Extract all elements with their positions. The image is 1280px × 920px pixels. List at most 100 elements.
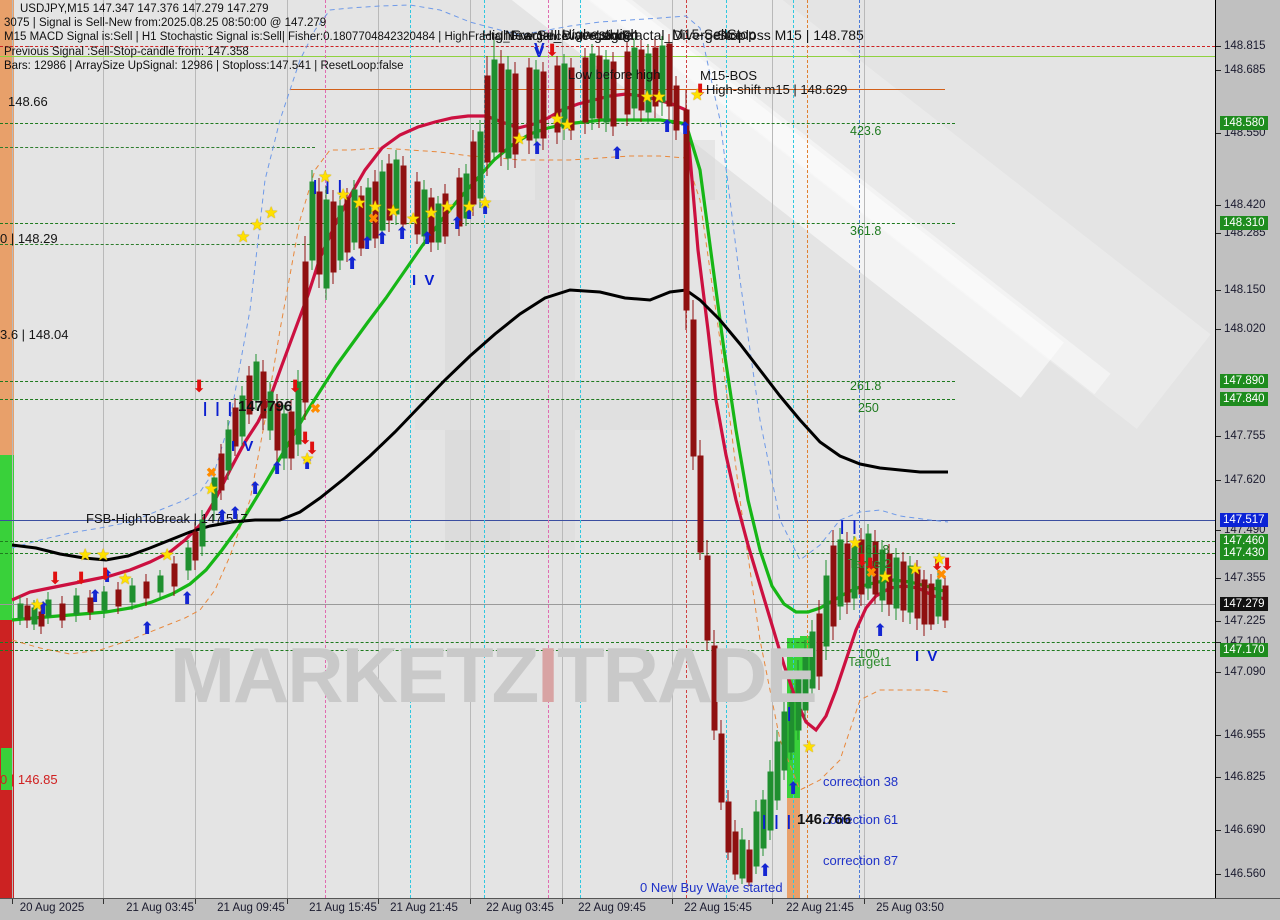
buy-arrow-24: ⬆ (873, 621, 888, 640)
buy-arrow-12: ⬆ (375, 229, 390, 248)
event-marker (548, 0, 549, 898)
session-zone (1, 748, 13, 790)
star-marker-9: ★ (300, 451, 315, 468)
star-marker-30: ★ (932, 551, 947, 568)
time-gridline (772, 0, 773, 898)
fib-423: 423.6 (850, 124, 882, 138)
fib-261: 261.8 (850, 379, 882, 393)
price-chip: 147.430 (1220, 546, 1268, 560)
price-chip: 147.460 (1220, 534, 1268, 548)
sell-arrow-5: ⬇ (298, 429, 313, 448)
fib-level-line (0, 244, 315, 245)
time-gridline (672, 0, 673, 898)
buy-arrow-14: ⬆ (420, 229, 435, 248)
time-tick (864, 899, 865, 904)
price-tick (1216, 642, 1221, 643)
star-marker-26: ★ (802, 739, 817, 756)
fib-100: 100 (858, 646, 880, 661)
price-tick (1216, 329, 1221, 330)
header-line-symbol: USDJPY,M15 147.347 147.376 147.279 147.2… (20, 3, 269, 15)
price-label: 147.225 (1224, 615, 1266, 627)
star-marker-19: ★ (478, 195, 493, 212)
rn-III-lower: | | | (762, 813, 793, 830)
time-label: 21 Aug 03:45 (126, 902, 194, 914)
header-line-prev-signal: Previous Signal :Sell-Stop-candle from: … (4, 45, 249, 58)
event-marker (580, 0, 581, 898)
star-marker-2: ★ (96, 547, 111, 564)
price-chip: 147.517 (1220, 513, 1268, 527)
star-marker-25: ★ (690, 87, 705, 104)
price-label: 148.285 (1224, 227, 1266, 239)
price-tick (1216, 735, 1221, 736)
sell-arrow-6: ⬇ (305, 439, 320, 458)
x-marker-0: ✖ (206, 465, 217, 480)
fib-level-line (0, 223, 955, 224)
fib-level-line (0, 381, 955, 382)
x-marker-3: ✖ (866, 565, 877, 580)
buy-arrow-2: ⬆ (100, 567, 115, 586)
rn-II-right: | | (840, 518, 859, 535)
price-tick (1216, 436, 1221, 437)
wave-price-146766: 146.766 (797, 811, 852, 828)
sell-arrow-10: ⬇ (863, 555, 878, 574)
time-tick (12, 899, 13, 904)
price-scale[interactable]: 148.815 148.685 148.550 148.420 148.285 148.1… (1216, 0, 1280, 898)
time-gridline (103, 0, 104, 898)
buy-arrow-13: ⬆ (395, 224, 410, 243)
time-tick (772, 899, 773, 904)
ma-signal-black (11, 288, 948, 562)
level-high-shift (290, 89, 945, 90)
rn-I-lower: | (787, 705, 794, 722)
price-tick (1216, 133, 1221, 134)
time-axis[interactable]: 20 Aug 2025 21 Aug 03:45 21 Aug 09:45 21 Au… (0, 898, 1280, 920)
x-marker-4: ✖ (936, 567, 947, 582)
x-marker-1: ✖ (310, 401, 321, 416)
event-marker (325, 0, 326, 898)
buy-arrow-0: ⬆ (36, 599, 51, 618)
fsb-hightobreak: FSB-HighToBreak | 147.517 (86, 511, 248, 526)
level-highline (0, 56, 1215, 57)
header-line-signal: 3075 | Signal is Sell-New from:2025.08.2… (4, 17, 327, 30)
time-label: 22 Aug 15:45 (684, 902, 752, 914)
sell-arrow-12: ⬇ (940, 555, 955, 574)
time-tick (672, 899, 673, 904)
time-tick (378, 899, 379, 904)
star-marker-29: ★ (908, 561, 923, 578)
star-marker-14: ★ (386, 203, 401, 220)
time-label: 20 Aug 2025 (19, 902, 85, 914)
price-label: 148.815 (1224, 40, 1266, 52)
level-bid (0, 520, 1215, 521)
sell-arrow-2: ⬇ (98, 565, 113, 584)
star-marker-13: ★ (368, 199, 383, 216)
star-marker-5: ★ (204, 481, 219, 498)
buy-arrow-18: ⬆ (530, 139, 545, 158)
fib-level-line (0, 399, 955, 400)
level-close (0, 604, 1215, 605)
price-tick (1216, 70, 1221, 71)
sell-arrow-1: ⬇ (74, 569, 89, 588)
price-tick (1216, 233, 1221, 234)
price-tick (1216, 830, 1221, 831)
star-marker-20: ★ (512, 131, 527, 148)
time-tick (562, 899, 563, 904)
target1: Target1 (848, 654, 892, 669)
correction-87: correction 87 (823, 853, 899, 868)
top-annotation-5: Stoploss M15 | 148.785 (717, 27, 864, 43)
session-zone (0, 0, 14, 455)
time-gridline (864, 0, 865, 898)
buy-arrow-1: ⬆ (88, 587, 103, 606)
time-label: 22 Aug 09:45 (578, 902, 646, 914)
price-tick (1216, 46, 1221, 47)
time-label: 21 Aug 21:45 (390, 902, 458, 914)
price-tick (1216, 578, 1221, 579)
star-marker-7: ★ (250, 217, 265, 234)
chart-plot-area[interactable]: ⬆ ⬆ ⬆ ⬆ ⬆ ⬆ ⬆ ⬆ ⬆ ⬆ ⬆ ⬆ ⬆ ⬆ ⬆ ⬆ ⬆ ⬆ ⬆ ⬆ ⬆ ⬆ ⬆ ⬆ ⬆ ⬇ ⬇ ⬇ ⬇ ⬇ ⬇ ⬇ ⬇ ⬇ ⬇ ⬇ ⬇ ⬇ ★ ★… (0, 0, 1216, 898)
sell-arrow-0: ⬇ (48, 569, 63, 588)
buy-arrow-9: ⬆ (300, 454, 315, 473)
price-tick (1216, 205, 1221, 206)
event-marker (807, 0, 808, 898)
star-marker-3: ★ (118, 571, 133, 588)
fib-161: 161.8 (858, 543, 890, 557)
fib-level-line (0, 650, 1215, 651)
